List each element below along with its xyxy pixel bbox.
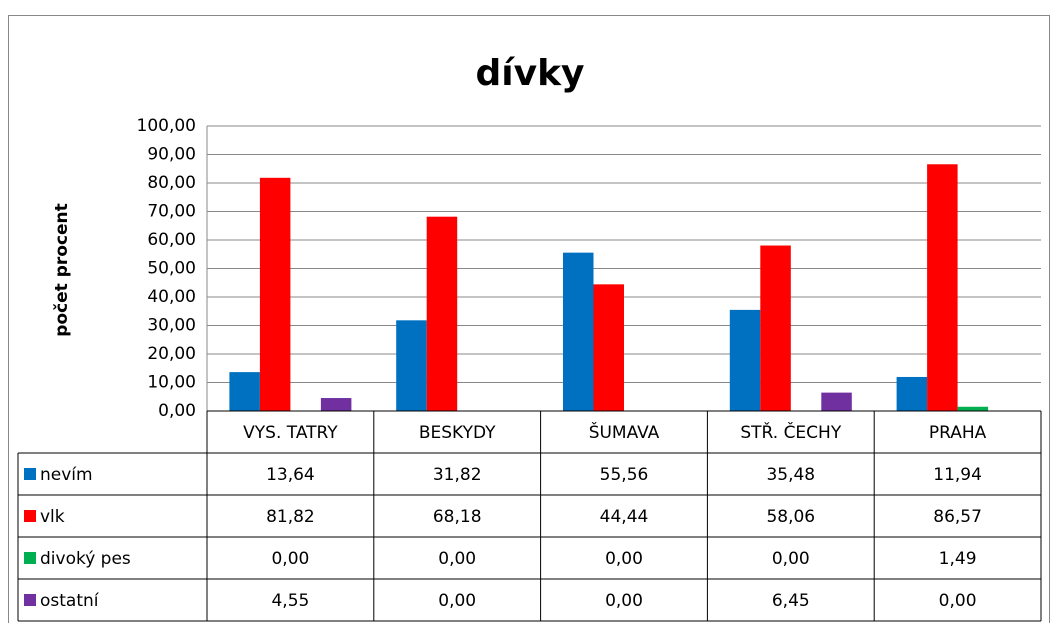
table-cell: 58,06 [766, 507, 815, 527]
bar [821, 392, 852, 411]
x-tick-label: ŠUMAVA [589, 421, 660, 443]
legend-label: divoký pes [40, 549, 131, 569]
legend-swatch [24, 552, 36, 564]
legend-label: nevím [40, 465, 93, 485]
table-cell: 35,48 [766, 465, 815, 485]
y-tick-label: 30,00 [147, 316, 196, 336]
x-tick-label: STŘ. ČECHY [740, 421, 841, 443]
bar [927, 164, 958, 411]
bar [426, 216, 458, 411]
table-cell: 86,57 [933, 507, 982, 527]
y-tick-label: 20,00 [147, 344, 196, 364]
bar [896, 376, 928, 411]
y-tick-label: 90,00 [147, 145, 196, 165]
bar [563, 252, 594, 411]
y-tick-label: 0,00 [158, 401, 196, 421]
bar [259, 177, 291, 411]
bar [396, 320, 427, 411]
table-cell: 0,00 [438, 549, 476, 569]
table-cell: 44,44 [600, 507, 649, 527]
y-tick-label: 60,00 [147, 230, 196, 250]
table-cell: 0,00 [939, 591, 977, 611]
bar [320, 398, 352, 411]
table-cell: 0,00 [271, 549, 309, 569]
x-tick-label: VYS. TATRY [243, 423, 338, 443]
table-cell: 11,94 [933, 465, 982, 485]
chart-border [8, 15, 1050, 623]
table-cell: 0,00 [772, 549, 810, 569]
y-tick-label: 100,00 [137, 116, 196, 136]
legend-swatch [24, 594, 36, 606]
y-tick-label: 10,00 [147, 373, 196, 393]
y-tick-label: 70,00 [147, 202, 196, 222]
legend-swatch [24, 510, 36, 522]
table-cell: 6,45 [772, 591, 810, 611]
bar [957, 406, 989, 411]
table-cell: 81,82 [266, 507, 315, 527]
table-cell: 55,56 [600, 465, 649, 485]
table-cell: 4,55 [271, 591, 309, 611]
y-tick-label: 40,00 [147, 287, 196, 307]
bar [593, 284, 624, 411]
y-tick-label: 50,00 [147, 259, 196, 279]
y-tick-label: 80,00 [147, 173, 196, 193]
table-cell: 0,00 [438, 591, 476, 611]
bar [729, 309, 761, 411]
table-cell: 13,64 [266, 465, 315, 485]
table-cell: 0,00 [605, 591, 643, 611]
x-tick-label: BESKYDY [419, 423, 496, 443]
y-axis-label: počet procent [52, 203, 72, 337]
bar [229, 372, 260, 411]
x-tick-label: PRAHA [929, 423, 987, 443]
table-cell: 68,18 [433, 507, 482, 527]
table-cell: 1,49 [939, 549, 977, 569]
legend-swatch [24, 468, 36, 480]
table-cell: 31,82 [433, 465, 482, 485]
table-cell: 0,00 [605, 549, 643, 569]
bar [760, 245, 791, 411]
legend-label: ostatní [40, 591, 100, 611]
legend-label: vlk [40, 507, 65, 527]
chart-title: dívky [476, 53, 585, 94]
